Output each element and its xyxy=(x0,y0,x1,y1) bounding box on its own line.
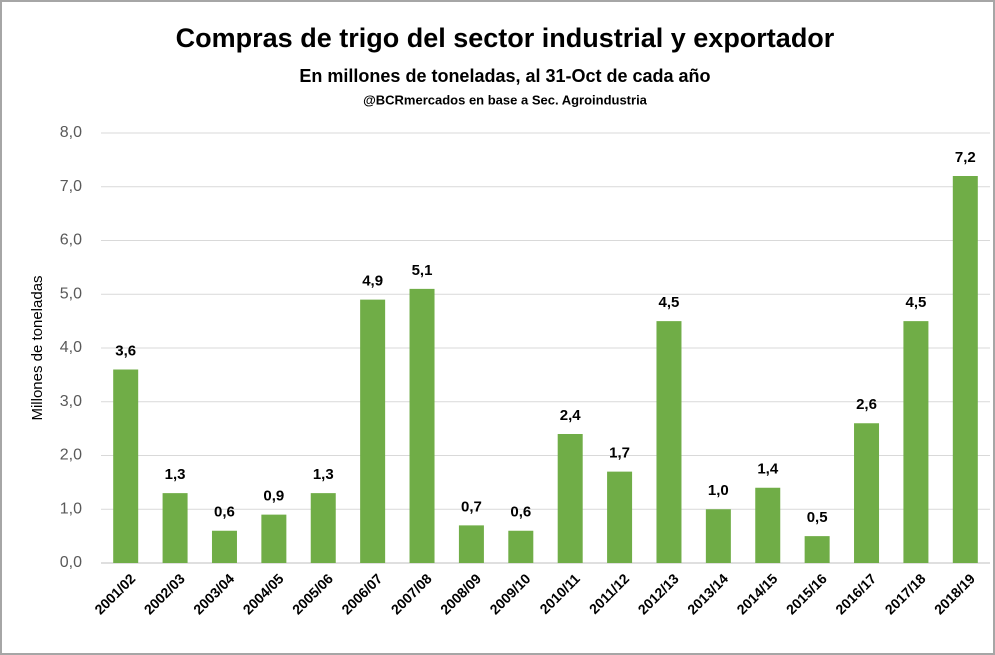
bar xyxy=(409,288,435,563)
value-label: 2,4 xyxy=(560,407,582,424)
value-label: 1,4 xyxy=(757,461,779,478)
bar xyxy=(162,493,188,563)
chart-source: @BCRmercados en base a Sec. Agroindustri… xyxy=(363,92,648,107)
y-tick-label: 3,0 xyxy=(60,393,82,410)
value-label: 1,3 xyxy=(165,466,186,483)
value-label: 0,6 xyxy=(510,504,531,521)
bar xyxy=(656,321,682,563)
value-label: 4,5 xyxy=(905,294,926,311)
bar xyxy=(360,299,386,563)
bar xyxy=(903,321,929,563)
bar xyxy=(310,493,336,563)
bar xyxy=(854,423,880,563)
value-label: 2,6 xyxy=(856,396,877,413)
value-label: 3,6 xyxy=(115,342,136,359)
bar xyxy=(607,471,633,563)
y-tick-label: 1,0 xyxy=(60,500,82,517)
y-tick-label: 7,0 xyxy=(60,178,82,195)
y-tick-label: 5,0 xyxy=(60,285,82,302)
value-label: 4,9 xyxy=(362,273,383,290)
bar xyxy=(557,434,583,563)
bar xyxy=(804,536,830,563)
value-label: 4,5 xyxy=(659,294,680,311)
value-label: 5,1 xyxy=(412,262,433,279)
y-tick-label: 2,0 xyxy=(60,447,82,464)
bar xyxy=(508,530,534,563)
bar xyxy=(113,369,139,563)
value-label: 0,5 xyxy=(807,509,828,526)
value-label: 1,7 xyxy=(609,445,630,462)
bar xyxy=(211,530,237,563)
chart-subtitle: En millones de toneladas, al 31-Oct de c… xyxy=(299,66,710,86)
chart-title: Compras de trigo del sector industrial y… xyxy=(176,23,835,53)
bar xyxy=(705,509,731,563)
y-axis-label: Millones de toneladas xyxy=(29,275,46,420)
value-label: 7,2 xyxy=(955,149,976,166)
value-label: 0,7 xyxy=(461,498,482,515)
bar xyxy=(261,514,287,563)
y-tick-label: 4,0 xyxy=(60,339,82,356)
bar xyxy=(952,176,978,563)
y-tick-label: 0,0 xyxy=(60,554,82,571)
value-label: 0,9 xyxy=(263,488,284,505)
value-label: 1,3 xyxy=(313,466,334,483)
value-label: 1,0 xyxy=(708,482,729,499)
bar xyxy=(755,487,781,563)
y-tick-label: 8,0 xyxy=(60,124,82,141)
y-tick-label: 6,0 xyxy=(60,232,82,249)
value-label: 0,6 xyxy=(214,504,235,521)
bar xyxy=(458,525,484,563)
